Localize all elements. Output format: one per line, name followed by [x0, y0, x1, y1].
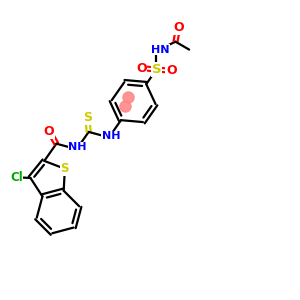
Text: S: S: [152, 63, 161, 76]
Text: S: S: [83, 112, 92, 124]
Text: O: O: [136, 62, 147, 75]
Text: S: S: [61, 162, 69, 175]
Text: O: O: [166, 64, 177, 77]
Text: O: O: [173, 21, 184, 34]
Text: NH: NH: [68, 142, 87, 152]
Text: NH: NH: [102, 131, 120, 141]
Text: Cl: Cl: [10, 171, 23, 184]
Text: HN: HN: [151, 45, 170, 55]
Text: O: O: [44, 125, 54, 138]
